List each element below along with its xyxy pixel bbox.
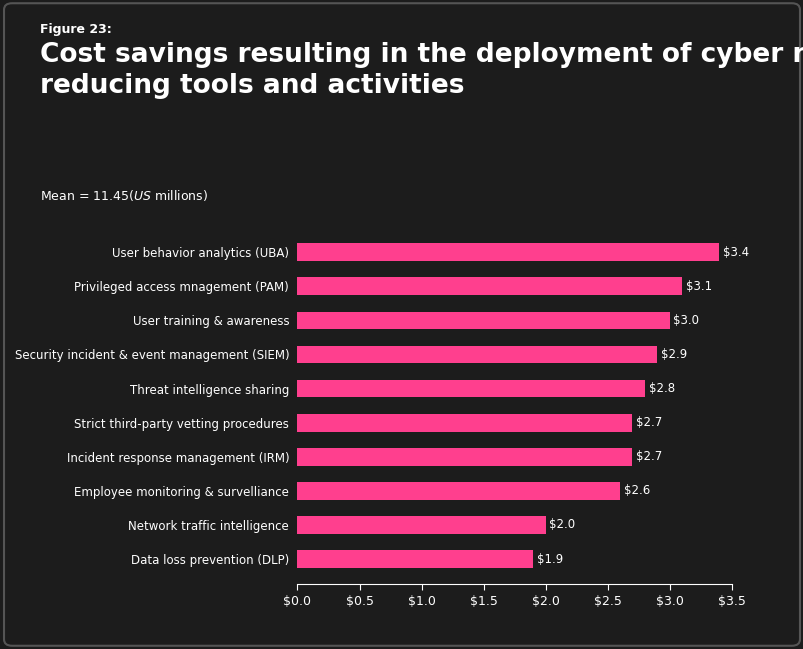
Text: $3.0: $3.0 [672,314,699,327]
Text: $2.6: $2.6 [623,484,649,497]
Text: $1.9: $1.9 [536,552,562,565]
Bar [297,482,619,500]
Bar [297,380,644,397]
Bar [297,550,532,568]
Text: $3.1: $3.1 [685,280,711,293]
Bar [297,448,632,465]
Text: $3.4: $3.4 [722,246,748,259]
Bar [297,243,719,261]
Bar [297,312,669,329]
Text: Figure 23:: Figure 23: [40,23,112,36]
Bar [297,414,632,432]
Bar [297,516,545,533]
Bar [297,278,681,295]
Bar [297,346,656,363]
Text: Cost savings resulting in the deployment of cyber risk
reducing tools and activi: Cost savings resulting in the deployment… [40,42,803,99]
Text: $2.7: $2.7 [635,416,662,429]
Text: $2.8: $2.8 [648,382,674,395]
Text: $2.7: $2.7 [635,450,662,463]
Text: Mean = $11.45 (US$ millions): Mean = $11.45 (US$ millions) [40,188,208,203]
Text: $2.0: $2.0 [548,519,575,532]
Text: $2.9: $2.9 [660,348,687,361]
